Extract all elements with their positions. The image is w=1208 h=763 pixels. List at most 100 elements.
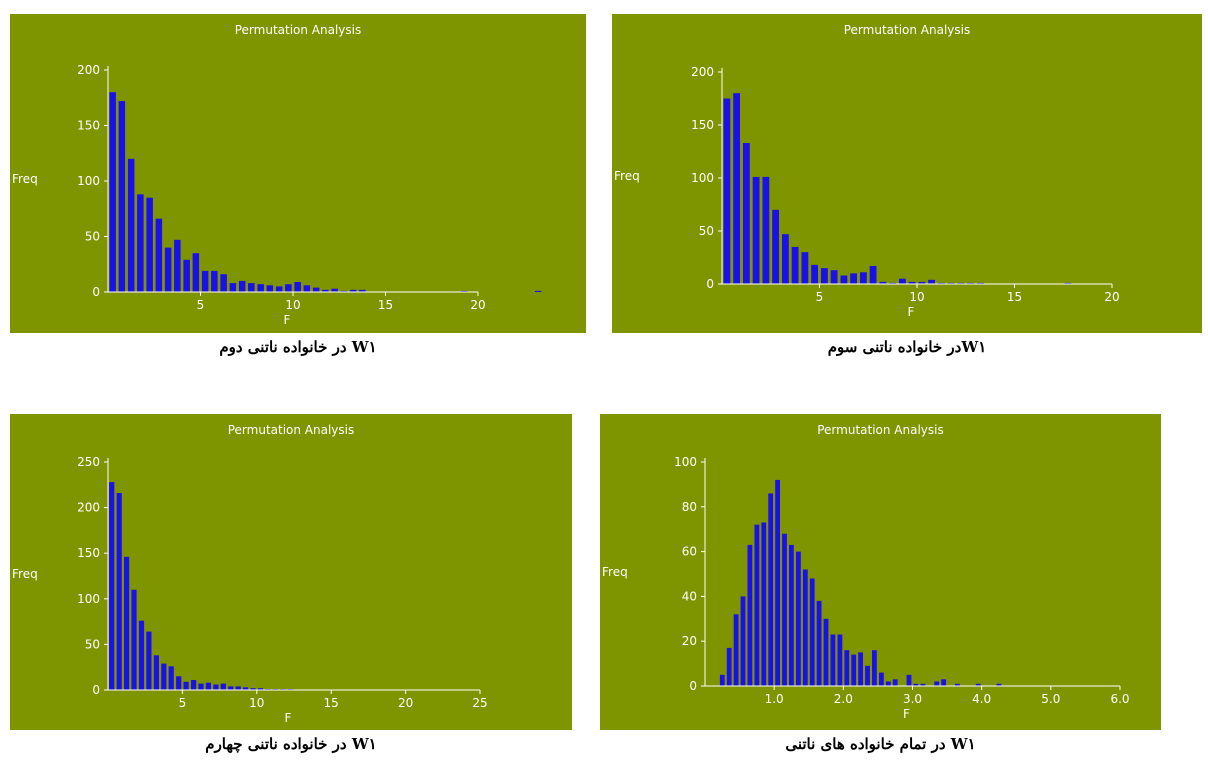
x-tick-label: 5 [816,290,824,304]
y-tick-label: 80 [682,500,697,514]
histogram-bar [331,288,338,292]
histogram-bar [782,234,789,284]
y-tick-label: 60 [682,545,697,559]
y-axis-label: Freq [602,565,628,579]
y-tick-label: 150 [77,546,100,560]
histogram-chart-2: Permutation Analysis 0 50 100 150 200 5 10 15 20 F… [612,14,1202,333]
y-tick-label: 0 [689,679,697,693]
x-axis-label: F [908,305,915,319]
histogram-bar [899,278,906,284]
histogram-bar [858,652,863,686]
histogram-bar [116,493,122,690]
y-tick-label: 100 [77,174,100,188]
histogram-bar [164,247,172,292]
histogram-bar [754,524,760,686]
x-axis-label: F [285,711,292,725]
histogram-bar [340,290,348,292]
chart-caption-3: W۱ در خانواده ناتنی چهارم [205,735,377,753]
x-axis-label: F [903,707,910,721]
chart-panel-2: Permutation Analysis 0 50 100 150 200 5 10 15 20 F… [612,14,1202,333]
histogram-bar [938,282,945,284]
x-tick-label: 10 [249,696,264,710]
histogram-bar [811,264,818,284]
histogram-bar [220,683,226,690]
histogram-bar [918,281,926,284]
chart-title: Permutation Analysis [817,423,944,437]
histogram-bar [726,647,732,686]
histogram-bar [460,290,468,292]
y-tick-label: 0 [706,277,714,291]
histogram-bar [865,665,870,686]
histogram-bar [789,544,794,686]
y-axis-label: Freq [614,169,640,183]
x-tick-label: 3.0 [903,692,922,706]
histogram-bar [349,289,357,292]
histogram-bar [967,282,974,284]
histogram-bar [889,282,896,284]
histogram-bar [235,686,241,690]
histogram-bar [137,194,144,292]
histogram-bar [892,679,898,686]
histogram-bar [768,493,774,686]
histogram-bar [285,284,292,292]
y-tick-label: 200 [77,501,100,515]
y-tick-label: 0 [92,683,100,697]
histogram-bar [830,634,836,686]
x-tick-label: 5 [179,696,187,710]
histogram-bar [775,479,780,686]
histogram-bar [772,209,779,284]
histogram-bar [294,282,301,292]
histogram-bar [257,688,264,690]
y-tick-label: 250 [77,455,100,469]
histogram-bar [266,285,274,292]
histogram-bar [844,650,850,686]
histogram-bar [131,589,137,690]
histogram-bar [782,533,787,686]
x-tick-label: 4.0 [972,692,991,706]
histogram-bar [860,272,867,284]
chart-title: Permutation Analysis [235,23,362,37]
histogram-bar [118,101,126,292]
histogram-bar [840,275,848,284]
x-tick-label: 20 [1104,290,1119,304]
histogram-bar [920,683,926,686]
histogram-bar [201,270,209,292]
histogram-bar [257,284,264,292]
histogram-bar [872,650,877,686]
histogram-bar [941,679,946,686]
histogram-bar [124,556,130,690]
histogram-bar [955,683,960,686]
histogram-bar [248,283,255,292]
histogram-bar [977,282,984,284]
histogram-bar [192,253,200,292]
histogram-bar [913,683,919,686]
chart-background [612,14,1202,333]
y-tick-label: 200 [77,63,100,77]
histogram-bar [975,683,981,686]
histogram-bar [928,279,935,284]
histogram-bar [791,246,799,284]
histogram-bar [837,634,843,686]
histogram-bar [275,286,283,292]
histogram-bar [802,569,808,686]
y-tick-label: 50 [85,637,100,651]
y-axis-label: Freq [12,172,38,186]
histogram-bar [303,285,311,292]
y-tick-label: 0 [92,285,100,299]
y-tick-label: 200 [691,65,714,79]
histogram-bar [885,681,891,686]
x-tick-label: 20 [398,696,413,710]
histogram-bar [809,578,815,686]
histogram-bar [740,596,746,686]
y-tick-label: 50 [699,224,714,238]
y-tick-label: 150 [77,119,100,133]
x-tick-label: 20 [470,298,485,312]
x-axis-label: F [284,313,291,327]
histogram-bar [762,176,770,284]
histogram-bar [752,176,760,284]
histogram-bar [228,686,234,690]
histogram-chart-1: Permutation Analysis 0 50 100 150 200 5 10 15 20 F… [10,14,586,333]
x-tick-label: 25 [472,696,487,710]
histogram-bar [312,287,320,292]
x-tick-label: 6.0 [1110,692,1129,706]
